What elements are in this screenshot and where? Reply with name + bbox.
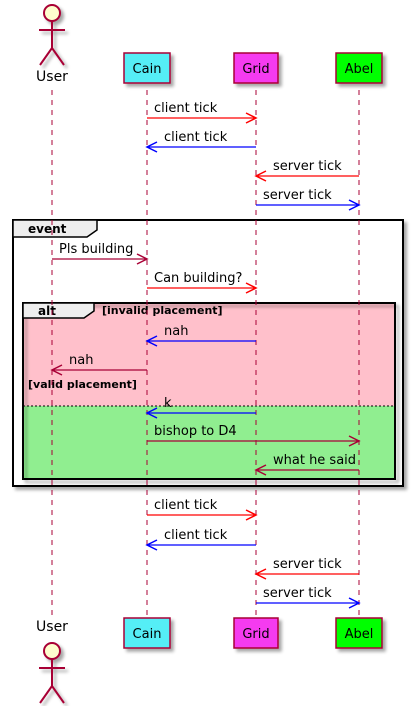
message-9: k — [145, 396, 256, 419]
message-arrowhead — [245, 112, 258, 124]
alt-invalid-region — [23, 303, 395, 406]
message-arrowhead — [245, 282, 258, 294]
message-4: server tick — [256, 188, 361, 211]
alt-valid-region — [23, 406, 395, 479]
message-7: nah — [145, 324, 256, 347]
message-label: what he said — [273, 453, 356, 468]
message-arrowhead — [254, 464, 267, 476]
actor-leg-left — [39, 685, 53, 704]
participant-label-cain-top: Cain — [133, 62, 162, 77]
participant-label-cain-bottom: Cain — [133, 627, 162, 642]
event-frame-title: event — [28, 222, 67, 236]
message-label: client tick — [164, 528, 228, 543]
participant-box-cain-top — [123, 52, 171, 84]
message-arrowhead — [50, 364, 63, 376]
message-arrowhead — [136, 253, 149, 265]
message-arrowhead — [348, 435, 361, 447]
participant-label-abel-top: Abel — [345, 62, 374, 77]
participant-label-grid-bottom: Grid — [242, 627, 269, 642]
message-14: server tick — [254, 557, 359, 580]
participant-box-cain-bottom — [123, 617, 171, 649]
message-12: client tick — [147, 498, 258, 521]
actor-head — [43, 4, 61, 22]
message-5: Pls building — [52, 242, 149, 265]
alt-frame: alt [invalid placement] [valid placement… — [22, 302, 396, 480]
alt-valid-guard: [valid placement] — [28, 378, 137, 391]
message-label: server tick — [273, 557, 342, 572]
alt-invalid-guard: [invalid placement] — [102, 304, 223, 317]
message-arrowhead — [145, 539, 158, 551]
message-label: server tick — [273, 159, 342, 174]
message-label: server tick — [263, 188, 332, 203]
message-arrowhead — [348, 597, 361, 609]
message-13: client tick — [145, 528, 256, 551]
message-arrowhead — [145, 335, 158, 347]
message-8: nah — [50, 353, 147, 376]
participant-box-grid-bottom — [233, 617, 279, 649]
participants: User User Cain Cain Grid Grid Abel Abel — [36, 4, 383, 704]
message-label: client tick — [154, 101, 218, 116]
actor-leg-right — [51, 47, 65, 66]
message-label: server tick — [263, 586, 332, 601]
messages: client tick client tick server tick server … — [50, 101, 361, 609]
message-3: server tick — [254, 159, 359, 182]
message-label: client tick — [154, 498, 218, 513]
actor-figure-bottom — [39, 642, 65, 704]
message-arrowhead — [254, 568, 267, 580]
message-label: client tick — [164, 130, 228, 145]
actor-label-bottom: User — [36, 619, 68, 635]
actor-head — [43, 642, 61, 660]
actor-leg-left — [39, 47, 53, 66]
participant-box-abel-bottom — [335, 617, 383, 649]
message-label: Pls building — [59, 242, 133, 257]
actor-label-top: User — [36, 69, 68, 85]
lifelines — [51, 90, 360, 618]
participant-label-abel-bottom: Abel — [345, 627, 374, 642]
alt-frame-title: alt — [38, 304, 56, 318]
message-label: bishop to D4 — [154, 424, 237, 439]
message-1: client tick — [147, 101, 258, 124]
message-arrowhead — [145, 141, 158, 153]
message-label: nah — [69, 353, 93, 368]
message-label: nah — [164, 324, 188, 339]
message-label: k — [164, 396, 172, 411]
message-6: Can building? — [147, 271, 258, 294]
message-15: server tick — [256, 586, 361, 609]
message-arrowhead — [245, 509, 258, 521]
participant-label-grid-top: Grid — [242, 62, 269, 77]
message-11: what he said — [254, 453, 359, 476]
actor-figure-top — [39, 4, 65, 66]
message-label: Can building? — [154, 271, 242, 286]
message-arrowhead — [145, 407, 158, 419]
actor-leg-right — [51, 685, 65, 704]
message-arrowhead — [254, 170, 267, 182]
participant-box-abel-top — [335, 52, 383, 84]
message-2: client tick — [145, 130, 256, 153]
message-10: bishop to D4 — [147, 424, 361, 447]
participant-box-grid-top — [233, 52, 279, 84]
message-arrowhead — [348, 199, 361, 211]
